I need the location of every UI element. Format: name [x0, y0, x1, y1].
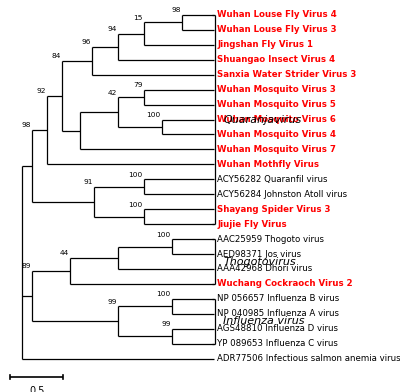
Text: ACY56282 Quaranfil virus: ACY56282 Quaranfil virus — [217, 175, 328, 184]
Text: Shayang Spider Virus 3: Shayang Spider Virus 3 — [217, 205, 331, 214]
Text: NP 056657 Influenza B virus: NP 056657 Influenza B virus — [217, 294, 340, 303]
Text: Wuhan Mosquito Virus 3: Wuhan Mosquito Virus 3 — [217, 85, 336, 94]
Text: AAA42968 Dhori virus: AAA42968 Dhori virus — [217, 265, 312, 274]
Text: AGS48810 Influenza D virus: AGS48810 Influenza D virus — [217, 324, 338, 333]
Text: Quaranjavirus: Quaranjavirus — [223, 114, 302, 125]
Text: Wuchang Cockraoch Virus 2: Wuchang Cockraoch Virus 2 — [217, 279, 353, 289]
Text: 100: 100 — [156, 232, 171, 238]
Text: Jiujie Fly Virus: Jiujie Fly Virus — [217, 220, 287, 229]
Text: 84: 84 — [52, 53, 61, 59]
Text: 42: 42 — [108, 89, 117, 96]
Text: AAC25959 Thogoto virus: AAC25959 Thogoto virus — [217, 234, 324, 243]
Text: Wuhan Mothfly Virus: Wuhan Mothfly Virus — [217, 160, 319, 169]
Text: Shuangao Insect Virus 4: Shuangao Insect Virus 4 — [217, 55, 335, 64]
Text: ADR77506 Infectious salmon anemia virus: ADR77506 Infectious salmon anemia virus — [217, 354, 400, 363]
Text: 99: 99 — [107, 299, 117, 305]
Text: AED98371 Jos virus: AED98371 Jos virus — [217, 250, 301, 259]
Text: ACY56284 Johnston Atoll virus: ACY56284 Johnston Atoll virus — [217, 190, 347, 199]
Text: Wuhan Mosquito Virus 7: Wuhan Mosquito Virus 7 — [217, 145, 336, 154]
Text: NP 040985 Influenza A virus: NP 040985 Influenza A virus — [217, 309, 339, 318]
Text: Thogotovirus: Thogotovirus — [223, 256, 296, 267]
Text: 98: 98 — [171, 7, 181, 13]
Text: 100: 100 — [128, 172, 143, 178]
Text: Wuhan Louse Fly Virus 4: Wuhan Louse Fly Virus 4 — [217, 11, 337, 19]
Text: 91: 91 — [83, 179, 93, 185]
Text: 94: 94 — [108, 26, 117, 32]
Text: 0.5: 0.5 — [29, 386, 44, 392]
Text: YP 089653 Influenza C virus: YP 089653 Influenza C virus — [217, 339, 338, 348]
Text: Jingshan Fly Virus 1: Jingshan Fly Virus 1 — [217, 40, 313, 49]
Text: 92: 92 — [36, 88, 46, 94]
Text: 79: 79 — [133, 82, 143, 88]
Text: 96: 96 — [82, 39, 91, 45]
Text: 100: 100 — [128, 201, 143, 208]
Text: Wuhan Mosquito Virus 5: Wuhan Mosquito Virus 5 — [217, 100, 336, 109]
Text: 100: 100 — [156, 291, 171, 297]
Text: Influenza virus: Influenza virus — [223, 316, 305, 326]
Text: 98: 98 — [21, 122, 31, 129]
Text: 100: 100 — [146, 112, 161, 118]
Text: Wuhan Mosquito Virus 4: Wuhan Mosquito Virus 4 — [217, 130, 336, 139]
Text: 99: 99 — [161, 321, 171, 327]
Text: 15: 15 — [134, 15, 143, 21]
Text: 44: 44 — [60, 250, 69, 256]
Text: Wuhan Mosquito Virus 6: Wuhan Mosquito Virus 6 — [217, 115, 336, 124]
Text: Wuhan Louse Fly Virus 3: Wuhan Louse Fly Virus 3 — [217, 25, 337, 34]
Text: 89: 89 — [21, 263, 31, 269]
Text: Sanxia Water Strider Virus 3: Sanxia Water Strider Virus 3 — [217, 70, 356, 79]
